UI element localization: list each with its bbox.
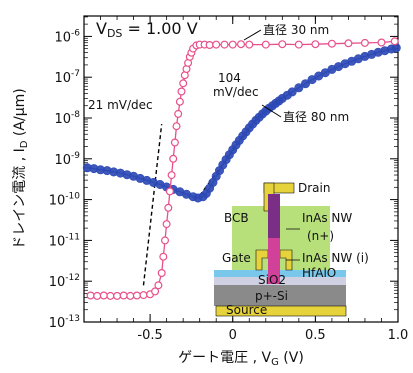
data-point-diameter-30nm: [220, 40, 229, 49]
inset-label-bcb: BCB: [224, 211, 249, 225]
data-point-diameter-30nm: [175, 97, 184, 106]
x-axis-title: ゲート電圧 , VG (V): [178, 350, 304, 368]
series-diameter-80nm: [82, 43, 401, 203]
inset-label-inas-nw-i: InAs NW (i): [302, 251, 369, 265]
fit-line-ss-21: [142, 124, 163, 286]
data-point-diameter-30nm: [169, 154, 178, 163]
data-point-diameter-30nm: [179, 79, 188, 88]
annotation-ss-104-value: 104: [218, 71, 241, 85]
data-point-diameter-30nm: [360, 38, 369, 47]
inset-nanowire-intrinsic: [268, 238, 280, 284]
data-point-diameter-30nm: [174, 109, 183, 118]
data-point-diameter-30nm: [86, 291, 95, 300]
annotation-ss-104-unit: mV/dec: [213, 85, 259, 99]
data-point-diameter-30nm: [151, 287, 160, 296]
data-point-diameter-30nm: [177, 87, 186, 96]
data-point-diameter-30nm: [170, 138, 179, 147]
leader-diameter-30nm: [243, 29, 262, 41]
data-point-diameter-80nm: [294, 83, 304, 93]
data-point-diameter-30nm: [172, 122, 181, 131]
inset-label-drain: Drain: [298, 181, 330, 195]
vds-label: VDS = 1.00 V: [96, 19, 198, 40]
y-tick-label: 10-6: [54, 28, 80, 45]
x-tick-label: 0: [229, 328, 237, 343]
data-point-diameter-30nm: [93, 291, 102, 300]
data-point-diameter-30nm: [167, 171, 176, 180]
y-axis-title: ドレイン電流 , ID (A/μm): [12, 88, 30, 249]
annotation-diameter-80nm: 直径 80 nm: [283, 110, 349, 124]
data-point-diameter-30nm: [132, 291, 141, 300]
inset-label-p-si: p+-Si: [255, 289, 288, 303]
data-point-diameter-30nm: [154, 281, 163, 290]
data-point-diameter-30nm: [157, 269, 166, 278]
data-point-diameter-30nm: [278, 40, 287, 49]
data-point-diameter-30nm: [311, 40, 320, 49]
x-axis: -0.5 0 0.5 1.0: [83, 16, 409, 343]
series-diameter-30nm: [86, 37, 399, 300]
device-schematic-inset: Drain BCB InAs NW (n+) Gate InAs NW (i) …: [214, 181, 369, 317]
y-tick-label: 10-12: [49, 273, 80, 290]
data-point-diameter-30nm: [245, 40, 254, 49]
data-point-diameter-30nm: [126, 291, 135, 300]
inset-label-hfalo: HfAlO: [302, 266, 336, 280]
data-point-diameter-30nm: [205, 40, 214, 49]
y-tick-label: 10-13: [49, 314, 80, 331]
inset-label-inas-nw: InAs NW: [302, 211, 352, 225]
x-tick-label: 1.0: [388, 328, 409, 343]
x-tick-label: 0.5: [305, 328, 326, 343]
inset-label-source: Source: [226, 303, 267, 317]
inset-label-sio2: SiO2: [258, 273, 286, 287]
data-point-diameter-30nm: [390, 37, 399, 46]
data-point-diameter-80nm: [300, 79, 310, 89]
inset-nanowire-n-plus: [268, 194, 280, 238]
data-point-diameter-30nm: [237, 40, 246, 49]
leader-diameter-80nm: [261, 104, 282, 118]
y-tick-label: 10-11: [49, 232, 80, 249]
y-axis: 10-13 10-12 10-11 10-10 10-9 10-8 10-7 10-6: [49, 16, 398, 331]
data-point-diameter-30nm: [327, 39, 336, 48]
annotation-ss-21: 21 mV/dec: [88, 98, 153, 112]
y-tick-label: 10-8: [54, 110, 80, 127]
data-point-diameter-30nm: [164, 203, 173, 212]
data-point-diameter-30nm: [228, 40, 237, 49]
data-point-diameter-30nm: [162, 220, 171, 229]
x-tick-label: -0.5: [137, 328, 162, 343]
y-tick-label: 10-10: [49, 192, 81, 209]
data-point-diameter-80nm: [287, 87, 297, 97]
inset-source-contact: [215, 305, 347, 317]
inset-p-si-layer: [214, 284, 346, 306]
data-point-diameter-30nm: [377, 38, 386, 47]
inset-label-gate: Gate: [222, 251, 251, 265]
data-point-diameter-30nm: [99, 291, 108, 300]
data-point-diameter-30nm: [113, 291, 122, 300]
data-point-diameter-30nm: [261, 40, 270, 49]
data-point-diameter-30nm: [119, 291, 128, 300]
data-point-diameter-30nm: [161, 236, 170, 245]
y-tick-label: 10-7: [54, 69, 80, 86]
data-point-diameter-30nm: [159, 252, 168, 261]
data-point-diameter-30nm: [106, 291, 115, 300]
data-point-diameter-30nm: [344, 39, 353, 48]
inset-label-n-plus: (n+): [307, 229, 334, 243]
data-point-diameter-30nm: [212, 40, 221, 49]
y-tick-label: 10-9: [54, 151, 80, 168]
data-point-diameter-30nm: [139, 291, 148, 300]
annotation-diameter-30nm: 直径 30 nm: [263, 23, 329, 37]
data-point-diameter-30nm: [294, 40, 303, 49]
data-point-diameter-30nm: [165, 187, 174, 196]
